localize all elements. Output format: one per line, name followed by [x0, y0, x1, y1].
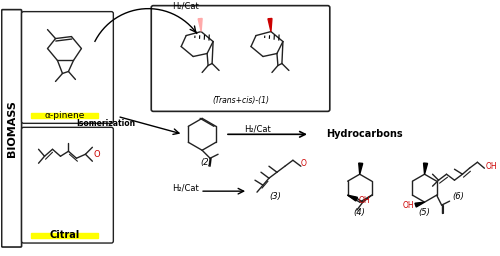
Text: O: O: [301, 159, 306, 168]
Text: BIOMASS: BIOMASS: [6, 100, 16, 157]
Polygon shape: [358, 163, 362, 174]
Text: OH: OH: [486, 162, 497, 171]
Text: H₂/Cat: H₂/Cat: [172, 184, 199, 193]
Polygon shape: [348, 195, 358, 201]
Text: H₂/Cat: H₂/Cat: [244, 125, 272, 134]
Text: (3): (3): [269, 192, 281, 201]
Polygon shape: [424, 163, 428, 174]
FancyBboxPatch shape: [22, 127, 114, 243]
Text: α-pinene: α-pinene: [44, 111, 84, 120]
FancyBboxPatch shape: [22, 12, 114, 123]
Text: O: O: [94, 150, 100, 159]
Bar: [30, 113, 98, 118]
Text: OH: OH: [402, 201, 414, 210]
Bar: [30, 233, 98, 238]
Text: Citral: Citral: [50, 230, 80, 240]
Text: OH: OH: [358, 196, 370, 205]
Text: Isomerization: Isomerization: [76, 119, 135, 128]
Text: (4): (4): [354, 208, 366, 217]
Text: (Trans+cis)-(1): (Trans+cis)-(1): [212, 96, 270, 105]
Polygon shape: [268, 18, 272, 31]
Text: (6): (6): [452, 192, 464, 201]
Text: (5): (5): [418, 208, 430, 217]
FancyBboxPatch shape: [152, 6, 330, 111]
Polygon shape: [198, 18, 202, 31]
Text: (2): (2): [200, 158, 212, 167]
FancyBboxPatch shape: [2, 10, 21, 247]
Polygon shape: [415, 202, 424, 207]
Text: Hydrocarbons: Hydrocarbons: [326, 129, 403, 139]
Text: H₂/Cat: H₂/Cat: [172, 1, 199, 10]
